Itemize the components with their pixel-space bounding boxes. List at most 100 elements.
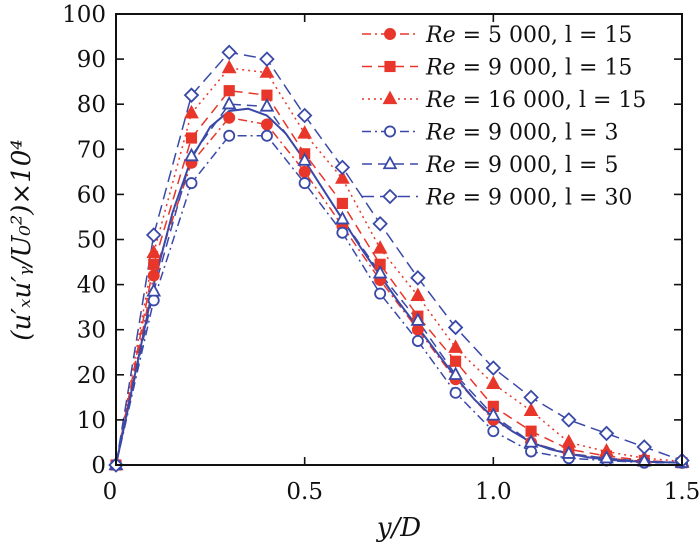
data-point-series-5	[485, 360, 502, 376]
data-point-series-2	[259, 64, 275, 78]
data-point-series-5	[221, 44, 237, 61]
series-line-0	[115, 116, 683, 466]
data-point-series-0	[260, 118, 273, 131]
legend-label-3: Re = 9 000, l = 3	[425, 121, 618, 146]
data-point-series-3	[411, 335, 424, 347]
data-point-series-1	[185, 132, 198, 144]
data-point-series-0	[298, 165, 311, 178]
y-tick-label: 100	[62, 2, 106, 28]
legend-marker-2	[382, 90, 398, 105]
y-tick-label: 40	[77, 273, 106, 299]
series-line-5	[115, 51, 683, 466]
legend: Re = 5 000, l = 15 Re = 9 000, l = 15 Re =…	[362, 23, 646, 211]
y-tick-label: 90	[77, 47, 106, 73]
data-point-series-4	[599, 449, 614, 464]
data-point-series-4	[485, 407, 501, 421]
data-point-series-3	[298, 177, 311, 190]
data-point-series-4	[335, 210, 350, 225]
legend-marker-3	[384, 125, 396, 138]
origin-label: 0	[103, 479, 118, 505]
y-tick-label: 0	[91, 453, 106, 479]
data-point-series-2	[561, 434, 577, 448]
data-point-series-5	[447, 319, 464, 336]
data-point-series-3	[223, 129, 236, 142]
data-point-series-2	[372, 240, 388, 254]
legend-label-2: Re = 16 000, l = 15	[425, 88, 646, 113]
legend-marker-1	[384, 60, 396, 73]
y-tick-label: 70	[77, 137, 106, 163]
data-point-series-2	[448, 339, 463, 353]
data-point-series-4	[184, 147, 199, 162]
plot-area	[115, 51, 683, 466]
x-tick-label: 0.5	[286, 479, 323, 505]
data-point-series-5	[183, 87, 200, 103]
legend-label-4: Re = 9 000, l = 5	[425, 153, 618, 178]
data-point-series-4	[221, 95, 237, 110]
legend-marker-0	[384, 28, 396, 40]
fit-curve	[115, 107, 683, 466]
data-point-series-1	[336, 197, 348, 210]
data-point-series-2	[146, 244, 162, 259]
series-line-3	[115, 135, 682, 466]
data-point-series-2	[485, 375, 501, 389]
data-point-series-5	[145, 227, 162, 243]
data-point-series-5	[636, 439, 653, 455]
legend-marker-4	[382, 155, 398, 170]
data-point-series-5	[259, 51, 275, 67]
data-point-series-0	[147, 269, 160, 282]
legend-label-1: Re = 9 000, l = 15	[425, 56, 632, 81]
x-axis-label: y/D	[376, 513, 421, 543]
data-point-series-4	[410, 312, 426, 326]
data-point-series-2	[297, 125, 313, 139]
plot-frame	[115, 13, 683, 466]
data-point-series-3	[487, 425, 500, 438]
series-line-1	[115, 89, 683, 466]
legend-label-5: Re = 9 000, l = 30	[425, 186, 632, 211]
x-tick-label: 1.0	[475, 479, 512, 505]
data-point-series-0	[411, 323, 424, 336]
data-point-series-0	[223, 111, 236, 124]
data-point-series-3	[185, 177, 198, 190]
data-point-series-3	[260, 129, 273, 142]
data-point-series-1	[450, 355, 462, 367]
data-point-series-4	[561, 445, 577, 459]
data-point-series-4	[146, 282, 162, 297]
legend-marker-5	[382, 188, 398, 205]
data-point-series-3	[336, 226, 349, 239]
data-point-series-4	[523, 434, 539, 448]
y-tick-label: 50	[77, 228, 106, 254]
data-point-series-2	[523, 402, 539, 417]
axes: 0 10 20 30 40 50 60 70 80 90 100 0.5 1.0 1.5 0	[62, 2, 700, 505]
series-line-2	[115, 67, 683, 466]
data-point-series-2	[410, 287, 426, 302]
y-tick-label: 20	[77, 363, 106, 389]
data-point-series-5	[372, 215, 388, 232]
data-point-series-5	[334, 159, 351, 176]
plot-markers	[108, 44, 690, 473]
data-point-series-1	[148, 258, 160, 270]
legend-label-0: Re = 5 000, l = 15	[425, 23, 632, 48]
data-point-series-1	[223, 85, 235, 97]
data-point-series-4	[372, 264, 388, 279]
y-tick-label: 80	[77, 92, 106, 118]
data-point-series-3	[449, 386, 462, 399]
data-point-series-3	[147, 294, 160, 307]
y-tick-label: 30	[77, 318, 106, 344]
data-point-series-5	[598, 425, 615, 442]
data-point-series-4	[297, 152, 313, 166]
data-point-series-5	[296, 107, 313, 124]
data-point-series-4	[259, 98, 275, 112]
y-tick-label: 60	[77, 182, 106, 208]
y-tick-label: 10	[77, 408, 106, 434]
data-point-series-2	[221, 59, 237, 74]
data-point-series-3	[525, 445, 538, 458]
data-point-series-5	[410, 270, 426, 286]
data-point-series-2	[335, 170, 350, 184]
x-tick-label: 1.5	[664, 479, 700, 505]
data-point-series-5	[561, 412, 577, 428]
data-point-series-3	[374, 287, 387, 300]
data-point-series-5	[523, 389, 539, 406]
y-axis-label: (u′ₓu′ᵧ/U₀²)×10⁴	[7, 139, 37, 340]
data-point-series-4	[448, 366, 463, 380]
